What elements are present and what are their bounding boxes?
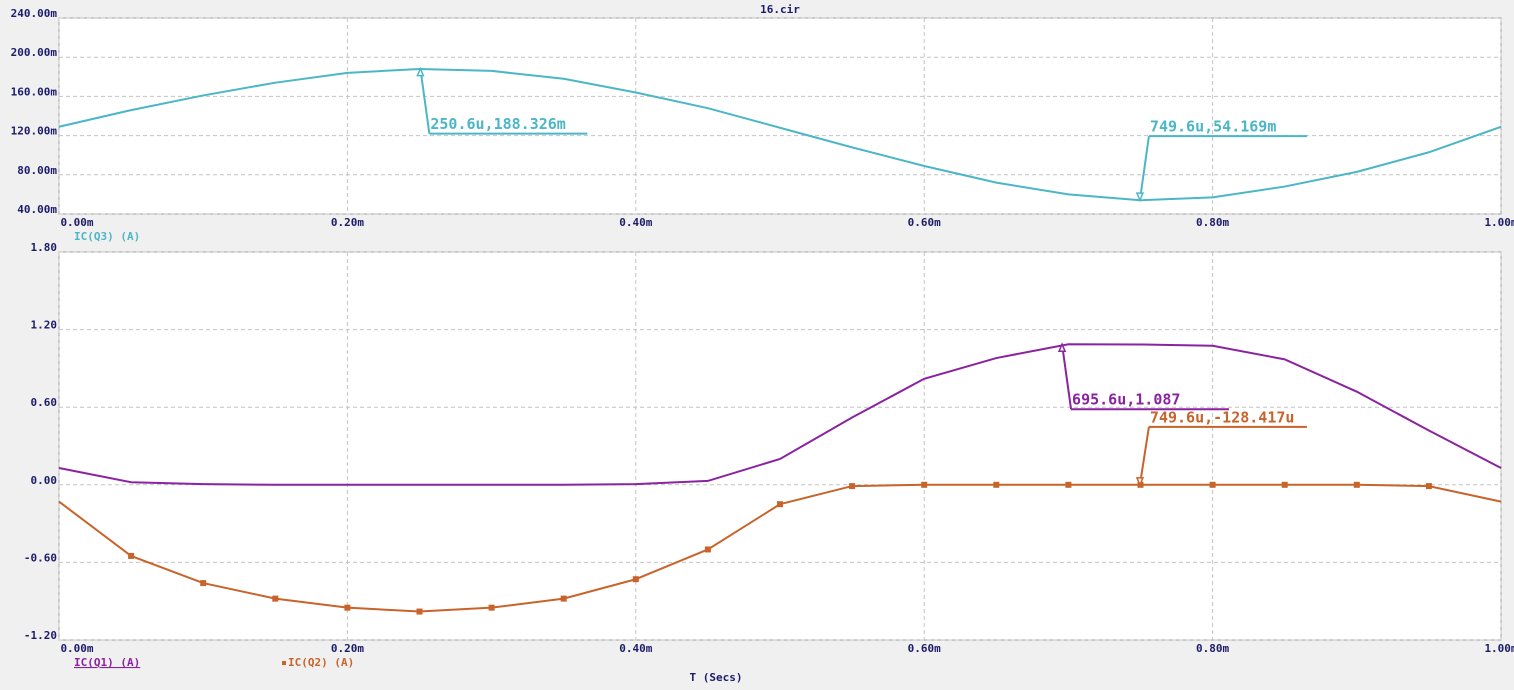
annotation-label: 695.6u,1.087 <box>1072 391 1180 409</box>
annotation-label: 250.6u,188.326m <box>430 115 565 133</box>
y-tick-label: -0.60 <box>24 551 57 564</box>
y-tick-label: 120.00m <box>11 125 58 138</box>
plot-area <box>58 17 1502 215</box>
annotation-label: 749.6u,-128.417u <box>1150 408 1295 426</box>
annotation-leader <box>1138 426 1150 485</box>
x-tick-label: 0.00m <box>60 642 93 655</box>
y-tick-label: 80.00m <box>17 164 57 177</box>
series-line <box>58 67 1502 202</box>
x-tick-label: 0.00m <box>60 216 93 229</box>
x-tick-label: 0.60m <box>908 216 941 229</box>
x-tick-label: 0.60m <box>908 642 941 655</box>
y-tick-label: 240.00m <box>11 7 58 20</box>
series-line <box>58 343 1502 486</box>
annotation-leader <box>419 68 431 134</box>
data-marker <box>1209 481 1216 488</box>
x-tick-label: 0.80m <box>1196 642 1229 655</box>
chart-title: 16.cir <box>760 3 800 16</box>
annotation-leader <box>1138 135 1150 201</box>
x-tick-label: 1.00m <box>1484 216 1514 229</box>
y-tick-label: 0.60 <box>31 396 58 409</box>
y-tick-label: 1.20 <box>31 319 58 332</box>
y-tick-label: 40.00m <box>17 203 57 216</box>
x-tick-label: 0.40m <box>619 642 652 655</box>
y-tick-label: -1.20 <box>24 629 57 642</box>
legend-marker <box>282 661 286 665</box>
data-marker <box>632 576 639 583</box>
y-tick-label: 160.00m <box>11 85 58 98</box>
data-marker <box>1425 483 1432 490</box>
x-tick-label: 0.20m <box>331 642 364 655</box>
annotation-arrow <box>1135 477 1145 487</box>
legend-label: IC(Q1) (A) <box>74 656 140 669</box>
data-marker <box>849 483 856 490</box>
annotation-label: 749.6u,54.169m <box>1150 118 1276 136</box>
data-marker <box>921 481 928 488</box>
data-marker <box>993 481 1000 488</box>
y-tick-label: 0.00 <box>31 474 58 487</box>
plot-area <box>58 251 1502 641</box>
annotation-arrow <box>416 66 425 77</box>
legend-label: IC(Q2) (A) <box>288 656 354 669</box>
annotation-arrow <box>1057 342 1067 352</box>
x-tick-label: 1.00m <box>1484 642 1514 655</box>
data-marker <box>488 604 495 611</box>
data-marker <box>1353 481 1360 488</box>
y-tick-label: 200.00m <box>11 46 58 59</box>
annotation-leader <box>1061 344 1073 410</box>
data-marker <box>1281 481 1288 488</box>
data-marker <box>128 552 135 559</box>
x-tick-label: 0.20m <box>331 216 364 229</box>
legend-label: IC(Q3) (A) <box>74 230 140 243</box>
data-marker <box>200 580 207 587</box>
data-marker <box>344 604 351 611</box>
data-marker <box>560 595 567 602</box>
annotation-arrow <box>1135 192 1145 203</box>
x-tick-label: 0.40m <box>619 216 652 229</box>
data-marker <box>777 501 783 508</box>
data-marker <box>704 546 711 553</box>
y-tick-label: 1.80 <box>31 241 58 254</box>
data-marker <box>272 595 279 602</box>
x-tick-label: 0.80m <box>1196 216 1229 229</box>
data-marker <box>1065 481 1072 488</box>
data-marker <box>416 608 423 615</box>
x-axis-label: T (Secs) <box>690 671 743 684</box>
